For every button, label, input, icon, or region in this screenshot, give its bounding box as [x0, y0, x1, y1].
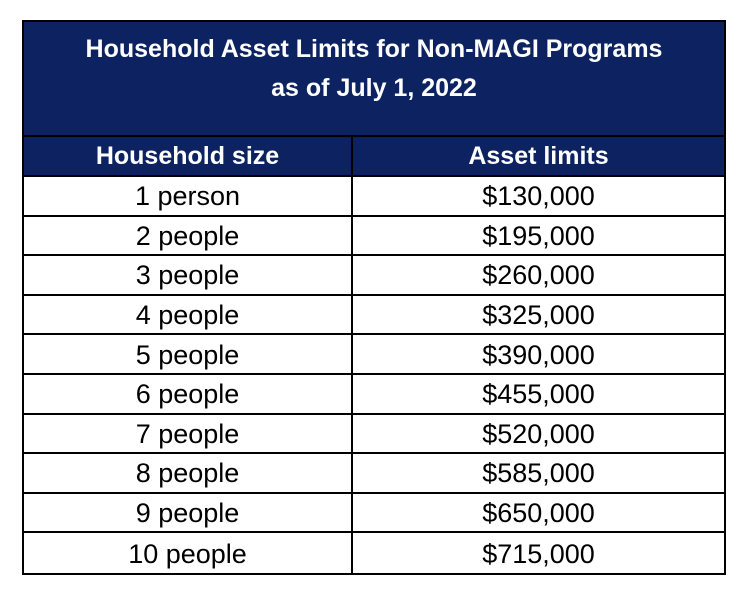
- household-size-cell: 2 people: [24, 216, 353, 255]
- table-row: 10 people $715,000: [24, 533, 724, 573]
- household-size-cell: 3 people: [24, 256, 353, 294]
- asset-limit-cell: $195,000: [482, 220, 595, 251]
- household-size-cell: 7 people: [24, 414, 353, 453]
- table-row: 1 person $130,000: [24, 177, 724, 217]
- table-title-line-2: as of July 1, 2022: [271, 74, 477, 102]
- table-row: 4 people $325,000: [24, 295, 724, 336]
- asset-limit-cell: $715,000: [482, 538, 595, 569]
- table-row: 3 people $260,000: [24, 256, 724, 296]
- table-title-line-1: Household Asset Limits for Non-MAGI Prog…: [85, 35, 663, 63]
- household-size-cell: 6 people: [24, 374, 353, 413]
- household-size-cell: 8 people: [24, 454, 353, 492]
- table-row: 7 people $520,000: [24, 414, 724, 455]
- column-header-household-size: Household size: [24, 137, 353, 175]
- asset-limit-cell: $325,000: [482, 300, 595, 331]
- table-header-row: Household size Asset limits: [24, 137, 724, 177]
- asset-limits-table: Household Asset Limits for Non-MAGI Prog…: [22, 20, 726, 575]
- table-row: 8 people $585,000: [24, 454, 724, 494]
- table-title: Household Asset Limits for Non-MAGI Prog…: [24, 22, 724, 137]
- asset-limit-cell: $260,000: [482, 260, 595, 291]
- table-row: 6 people $455,000: [24, 374, 724, 415]
- column-header-asset-limits: Asset limits: [468, 141, 609, 170]
- household-size-cell: 1 person: [24, 177, 353, 215]
- asset-limit-cell: $130,000: [482, 181, 595, 212]
- asset-limit-cell: $390,000: [482, 339, 595, 370]
- asset-limit-cell: $650,000: [482, 498, 595, 529]
- household-size-cell: 9 people: [24, 493, 353, 532]
- asset-limit-cell: $585,000: [482, 458, 595, 489]
- table-row: 5 people $390,000: [24, 335, 724, 375]
- household-size-cell: 4 people: [24, 295, 353, 334]
- table-row: 9 people $650,000: [24, 493, 724, 534]
- asset-limit-cell: $520,000: [482, 418, 595, 449]
- table-row: 2 people $195,000: [24, 216, 724, 257]
- household-size-cell: 5 people: [24, 335, 353, 373]
- household-size-cell: 10 people: [24, 533, 353, 573]
- asset-limit-cell: $455,000: [482, 379, 595, 410]
